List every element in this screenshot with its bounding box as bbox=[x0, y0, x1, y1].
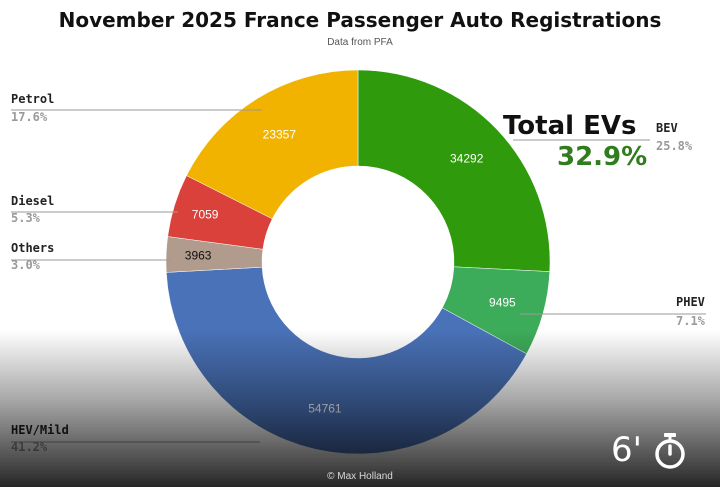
legend-percent-hev-mild: 41.2% bbox=[11, 440, 48, 454]
slice-value-petrol: 23357 bbox=[263, 127, 297, 141]
chart-title: November 2025 France Passenger Auto Regi… bbox=[58, 8, 662, 32]
slice-petrol[interactable] bbox=[186, 69, 359, 220]
slice-bev[interactable] bbox=[357, 69, 551, 272]
slice-value-others: 3963 bbox=[185, 249, 212, 263]
legend-label-diesel: Diesel bbox=[11, 194, 54, 208]
total-evs-label: Total EVs bbox=[503, 111, 636, 141]
legend-label-others: Others bbox=[11, 241, 54, 255]
slice-value-bev: 34292 bbox=[450, 152, 484, 166]
slice-value-phev: 9495 bbox=[489, 296, 516, 310]
video-time: 6' bbox=[611, 430, 642, 470]
slice-value-diesel: 7059 bbox=[192, 208, 219, 222]
legend-percent-phev: 7.1% bbox=[676, 314, 706, 328]
legend-percent-others: 3.0% bbox=[11, 258, 41, 272]
slice-value-hev-mild: 54761 bbox=[308, 401, 342, 415]
timer-icon[interactable] bbox=[653, 432, 687, 470]
credit-text: © Max Holland bbox=[327, 471, 393, 482]
legend-label-hev-mild: HEV/Mild bbox=[11, 423, 69, 437]
legend-percent-petrol: 17.6% bbox=[11, 110, 48, 124]
legend-percent-bev: 25.8% bbox=[656, 139, 693, 153]
total-evs-value: 32.9% bbox=[557, 142, 647, 172]
legend-label-phev: PHEV bbox=[676, 295, 705, 309]
legend-percent-diesel: 5.3% bbox=[11, 211, 41, 225]
legend-label-bev: BEV bbox=[656, 121, 678, 135]
chart-subtitle: Data from PFA bbox=[327, 37, 393, 48]
legend-label-petrol: Petrol bbox=[11, 92, 54, 106]
